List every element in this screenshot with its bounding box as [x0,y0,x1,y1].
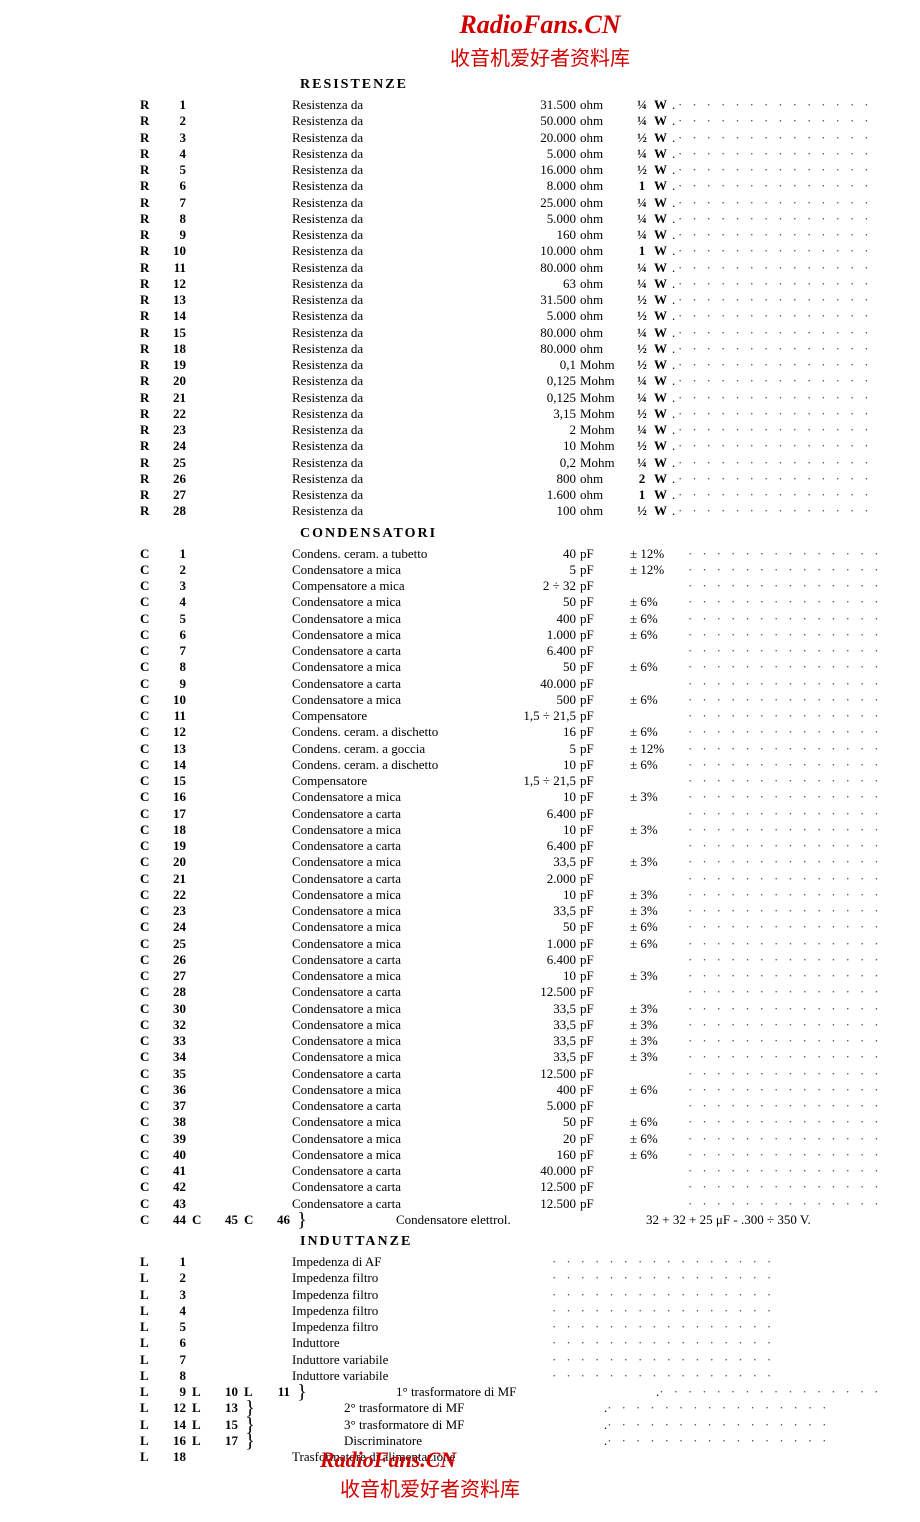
resistor-row: R19Resistenza da0,1Mohm½W . [140,357,880,373]
resistor-row: R27Resistenza da1.600ohm1W . [140,487,880,503]
capacitor-row: C40Condensatore a mica160pF± 6% [140,1147,880,1163]
capacitor-row: C5Condensatore a mica400pF± 6% [140,611,880,627]
capacitor-row: C27Condensatore a mica10pF± 3% [140,968,880,984]
inductor-row: L5Impedenza filtro [140,1319,880,1335]
capacitor-row: C42Condensatore a carta12.500pF [140,1179,880,1195]
resistor-row: R14Resistenza da5.000ohm½W . [140,308,880,324]
inductor-row: L7Induttore variabile [140,1352,880,1368]
capacitor-row: C37Condensatore a carta5.000pF [140,1098,880,1114]
capacitor-row: C8Condensatore a mica50pF± 6% [140,659,880,675]
resistor-row: R4Resistenza da5.000ohm¼W . [140,146,880,162]
capacitors-list: C1Condens. ceram. a tubetto40pF± 12%C2Co… [140,546,880,1229]
resistor-row: R2Resistenza da50.000ohm¼W . [140,113,880,129]
capacitor-row: C34Condensatore a mica33,5pF± 3% [140,1049,880,1065]
inductor-row: L6Induttore [140,1335,880,1351]
capacitor-row: C23Condensatore a mica33,5pF± 3% [140,903,880,919]
footer-chinese: 收音机爱好者资料库 [340,1473,880,1502]
resistor-row: R23Resistenza da2Mohm¼W . [140,422,880,438]
resistor-row: R11Resistenza da80.000ohm¼W . [140,260,880,276]
resistor-row: R7Resistenza da25.000ohm¼W . [140,195,880,211]
capacitor-row: C35Condensatore a carta12.500pF [140,1066,880,1082]
capacitor-row: C19Condensatore a carta6.400pF [140,838,880,854]
capacitor-electrolytic-group: C44C45C46}Condensatore elettrol.32 + 32 … [140,1212,880,1228]
capacitor-row: C39Condensatore a mica20pF± 6% [140,1131,880,1147]
capacitor-row: C9Condensatore a carta40.000pF [140,676,880,692]
capacitor-row: C18Condensatore a mica10pF± 3% [140,822,880,838]
capacitor-row: C16Condensatore a mica10pF± 3% [140,789,880,805]
resistors-list: R1Resistenza da31.500ohm¼W .R2Resistenza… [140,97,880,520]
capacitor-row: C11Compensatore1,5 ÷ 21,5pF [140,708,880,724]
resistor-row: R15Resistenza da80.000ohm¼W . [140,325,880,341]
inductor-row: L3Impedenza filtro [140,1287,880,1303]
capacitor-row: C30Condensatore a mica33,5pF± 3% [140,1001,880,1017]
capacitor-row: C14Condens. ceram. a dischetto10pF± 6% [140,757,880,773]
capacitor-row: C7Condensatore a carta6.400pF [140,643,880,659]
inductor-row: L1Impedenza di AF [140,1254,880,1270]
capacitor-row: C12Condens. ceram. a dischetto16pF± 6% [140,724,880,740]
resistor-row: R1Resistenza da31.500ohm¼W . [140,97,880,113]
resistor-row: R5Resistenza da16.000ohm½W . [140,162,880,178]
resistor-row: R24Resistenza da10Mohm½W . [140,438,880,454]
capacitor-row: C21Condensatore a carta2.000pF [140,871,880,887]
capacitor-row: C15Compensatore1,5 ÷ 21,5pF [140,773,880,789]
header-brand: RadioFans.CN [200,10,880,40]
resistor-row: R26Resistenza da800ohm2W . [140,471,880,487]
capacitor-row: C25Condensatore a mica1.000pF± 6% [140,936,880,952]
capacitor-row: C43Condensatore a carta12.500pF [140,1196,880,1212]
resistor-row: R20Resistenza da0,125Mohm¼W . [140,373,880,389]
resistor-row: R22Resistenza da3,15Mohm½W . [140,406,880,422]
resistor-row: R3Resistenza da20.000ohm½W . [140,130,880,146]
resistor-row: R8Resistenza da5.000ohm¼W . [140,211,880,227]
capacitor-row: C20Condensatore a mica33,5pF± 3% [140,854,880,870]
capacitor-row: C10Condensatore a mica500pF± 6% [140,692,880,708]
capacitor-row: C26Condensatore a carta6.400pF [140,952,880,968]
inductor-group: L12L13}2° trasformatore di MF . [140,1400,880,1416]
capacitor-row: C36Condensatore a mica400pF± 6% [140,1082,880,1098]
resistor-row: R6Resistenza da8.000ohm1W . [140,178,880,194]
resistor-row: R13Resistenza da31.500ohm½W . [140,292,880,308]
capacitor-row: C17Condensatore a carta6.400pF [140,806,880,822]
inductor-group: L9L10L11}1° trasformatore di MF . [140,1384,880,1400]
resistor-row: R9Resistenza da160ohm¼W . [140,227,880,243]
resistor-row: R18Resistenza da80.000ohm½W . [140,341,880,357]
capacitor-row: C13Condens. ceram. a goccia5pF± 12% [140,741,880,757]
inductor-row: L8Induttore variabile [140,1368,880,1384]
capacitor-row: C28Condensatore a carta12.500pF [140,984,880,1000]
resistor-row: R10Resistenza da10.000ohm1W . [140,243,880,259]
inductor-group: L16L17}Discriminatore . [140,1433,880,1449]
inductors-title: INDUTTANZE [300,1234,880,1250]
capacitor-row: C22Condensatore a mica10pF± 3% [140,887,880,903]
resistor-row: R25Resistenza da0,2Mohm¼W . [140,455,880,471]
resistor-row: R21Resistenza da0,125Mohm¼W . [140,390,880,406]
footer-brand: RadioFans.CN [320,1447,880,1473]
inductor-row: L2Impedenza filtro [140,1270,880,1286]
capacitor-row: C41Condensatore a carta40.000pF [140,1163,880,1179]
capacitor-row: C38Condensatore a mica50pF± 6% [140,1114,880,1130]
header-chinese: 收音机爱好者资料库 [200,42,880,71]
capacitor-row: C33Condensatore a mica33,5pF± 3% [140,1033,880,1049]
capacitor-row: C32Condensatore a mica33,5pF± 3% [140,1017,880,1033]
capacitor-row: C24Condensatore a mica50pF± 6% [140,919,880,935]
capacitors-title: CONDENSATORI [300,526,880,542]
resistor-row: R12Resistenza da63ohm¼W . [140,276,880,292]
capacitor-row: C6Condensatore a mica1.000pF± 6% [140,627,880,643]
capacitor-row: C3Compensatore a mica2 ÷ 32pF [140,578,880,594]
inductor-group: L14L15}3° trasformatore di MF . [140,1417,880,1433]
capacitor-row: C4Condensatore a mica50pF± 6% [140,594,880,610]
capacitor-row: C2Condensatore a mica5pF± 12% [140,562,880,578]
resistor-row: R28Resistenza da100ohm½W . [140,503,880,519]
inductors-list: L1Impedenza di AFL2Impedenza filtroL3Imp… [140,1254,880,1502]
resistors-title: RESISTENZE [300,77,880,93]
inductor-row: L4Impedenza filtro [140,1303,880,1319]
capacitor-row: C1Condens. ceram. a tubetto40pF± 12% [140,546,880,562]
